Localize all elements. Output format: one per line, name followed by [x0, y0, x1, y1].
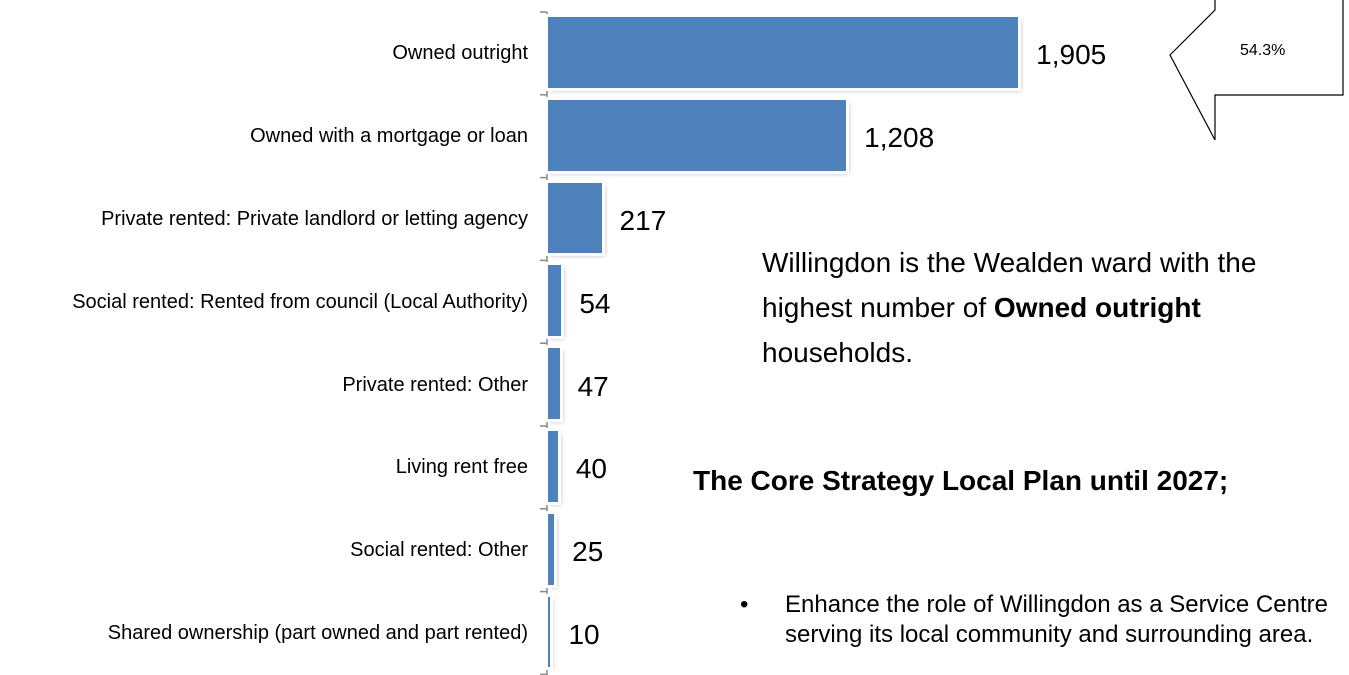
category-label-box: Shared ownership (part owned and part re… — [0, 592, 528, 675]
heading: The Core Strategy Local Plan until 2027; — [693, 465, 1229, 496]
category-label-box: Private rented: Other — [0, 343, 528, 426]
value-label: 1,208 — [864, 122, 935, 154]
note-text: households. — [762, 337, 914, 368]
note-text: Willingdon is the Wealden ward with the … — [762, 247, 1257, 323]
category-label-box: Living rent free — [0, 426, 528, 509]
bullet-list: Enhance the role of Willingdon as a Serv… — [740, 590, 1349, 650]
callout-arrow — [1169, 0, 1344, 141]
note-bold: Owned outright — [993, 292, 1201, 323]
value-label: 40 — [575, 453, 608, 485]
bar — [548, 182, 602, 254]
category-label: Social rented: Rented from council (Loca… — [72, 290, 528, 313]
bar — [548, 431, 558, 502]
bullet-item: Enhance the role of Willingdon as a Serv… — [740, 590, 1349, 650]
category-label-box: Private rented: Private landlord or lett… — [0, 178, 528, 261]
category-label: Living rent free — [395, 456, 528, 479]
bar — [548, 513, 555, 585]
bar — [548, 265, 562, 337]
category-label: Owned outright — [392, 42, 528, 65]
bar — [548, 17, 1019, 88]
category-label: Private rented: Other — [342, 373, 528, 396]
category-label-box: Owned outright — [0, 12, 528, 95]
value-label: 47 — [577, 370, 609, 402]
category-separators — [540, 11, 547, 675]
bar — [548, 99, 847, 171]
category-label: Private rented: Private landlord or lett… — [101, 207, 528, 230]
bar — [548, 596, 551, 668]
value-label: 54 — [579, 287, 611, 319]
category-label: Shared ownership (part owned and part re… — [107, 621, 528, 644]
value-label: 1,905 — [1036, 39, 1107, 71]
value-label: 217 — [619, 205, 667, 236]
note: Willingdon is the Wealden ward with the … — [762, 240, 1342, 375]
callout-text: 54.3% — [1240, 42, 1285, 59]
category-label: Owned with a mortgage or loan — [250, 125, 528, 148]
category-label-box: Owned with a mortgage or loan — [0, 95, 528, 178]
category-label-box: Social rented: Rented from council (Loca… — [0, 260, 528, 343]
value-label: 10 — [568, 619, 600, 650]
bar — [548, 348, 560, 419]
category-label-box: Social rented: Other — [0, 509, 528, 592]
value-label: 25 — [572, 536, 604, 568]
category-label: Social rented: Other — [350, 539, 528, 562]
